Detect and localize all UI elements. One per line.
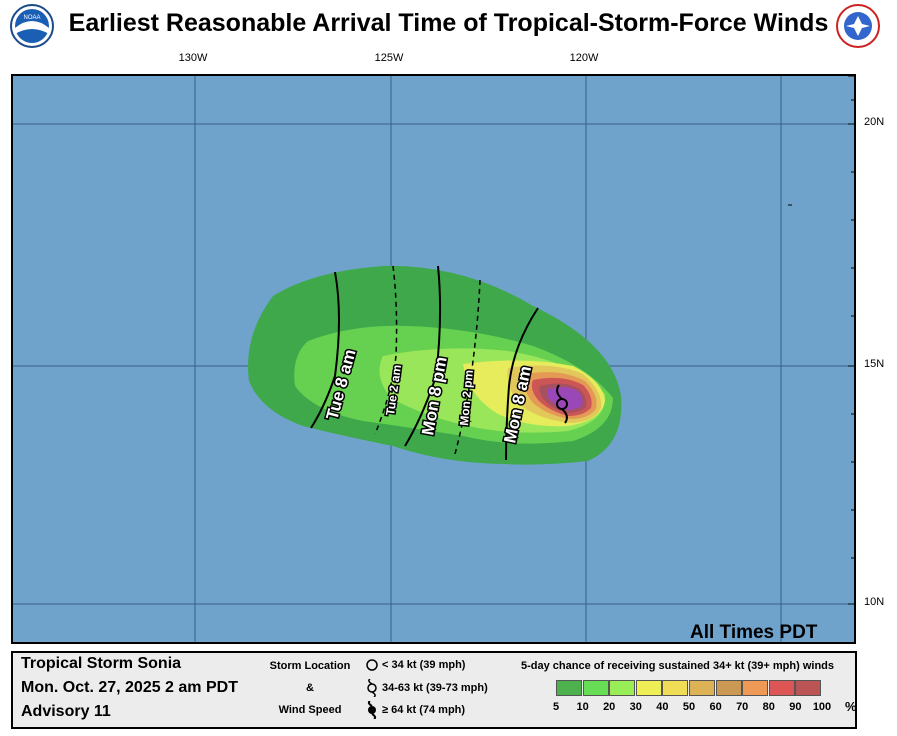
legend-panel: Tropical Storm Sonia Mon. Oct. 27, 2025 … [11,651,857,729]
probability-title: 5-day chance of receiving sustained 34+ … [521,660,834,672]
prob-swatch-90 [795,680,822,696]
lat-label-10n: 10N [864,596,885,608]
prob-tick-90: 90 [789,701,802,713]
prob-swatch-80 [768,680,795,696]
map-title: Earliest Reasonable Arrival Time of Trop… [68,9,829,37]
key-wind-speed-label: Wind Speed [278,704,342,716]
prob-tick-40: 40 [656,701,669,713]
arrival-time-lines [310,265,539,461]
prob-tick-5: 5 [552,701,560,713]
key-item-tropical-storm-label: 34-63 kt (39-73 mph) [382,682,488,694]
key-item-tropical-storm: 34-63 kt (39-73 mph) [365,679,488,697]
map-area: Tue 8 am Tue 2 am Mon 8 pm Mon 2 pm Mon … [11,74,856,644]
prob-swatch-30 [635,680,662,696]
prob-tick-80: 80 [762,701,775,713]
prob-swatch-10 [582,680,609,696]
lon-label-130w: 130W [178,52,208,64]
prob-tick-100: 100 [812,701,832,713]
svg-text:NOAA: NOAA [23,15,40,21]
lon-label-125w: 125W [374,52,404,64]
prob-swatch-60 [715,680,742,696]
key-item-weak-label: < 34 kt (39 mph) [382,659,466,671]
hurricane-symbol-icon [367,701,377,719]
map-svg: Tue 8 am Tue 2 am Mon 8 pm Mon 2 pm Mon … [13,76,854,642]
lat-label-20n: 20N [864,116,885,128]
tropical-storm-icon [556,384,568,424]
prob-swatch-70 [742,680,769,696]
prob-tick-30: 30 [629,701,642,713]
prob-tick-60: 60 [709,701,722,713]
prob-swatch-40 [662,680,689,696]
prob-tick-70: 70 [736,701,749,713]
prob-tick-50: 50 [682,701,696,713]
probability-unit: % [845,699,857,714]
storm-name: Tropical Storm Sonia [21,655,182,672]
open-circle-icon [366,659,378,671]
key-item-hurricane-label: ≥ 64 kt (74 mph) [382,704,466,716]
noaa-logo-icon: NOAA [10,4,54,48]
storm-date: Mon. Oct. 27, 2025 2 am PDT [21,679,238,696]
tropical-storm-symbol-icon [367,679,377,697]
prob-tick-20: 20 [603,701,616,713]
key-storm-location-label: Storm Location [269,660,351,672]
nws-logo-icon [836,4,880,48]
key-item-weak: < 34 kt (39 mph) [365,658,465,672]
key-amp-label: & [306,682,314,694]
storm-advisory: Advisory 11 [21,703,111,720]
time-label-mon-2pm: Mon 2 pm [457,369,476,426]
lon-label-120w: 120W [569,52,599,64]
lat-label-15n: 15N [864,358,885,370]
prob-tick-10: 10 [576,701,589,713]
prob-swatch-50 [689,680,715,696]
key-item-hurricane: ≥ 64 kt (74 mph) [365,701,465,719]
prob-swatch-5 [556,680,582,696]
times-zone-label: All Times PDT [690,622,818,643]
prob-swatch-20 [609,680,636,696]
